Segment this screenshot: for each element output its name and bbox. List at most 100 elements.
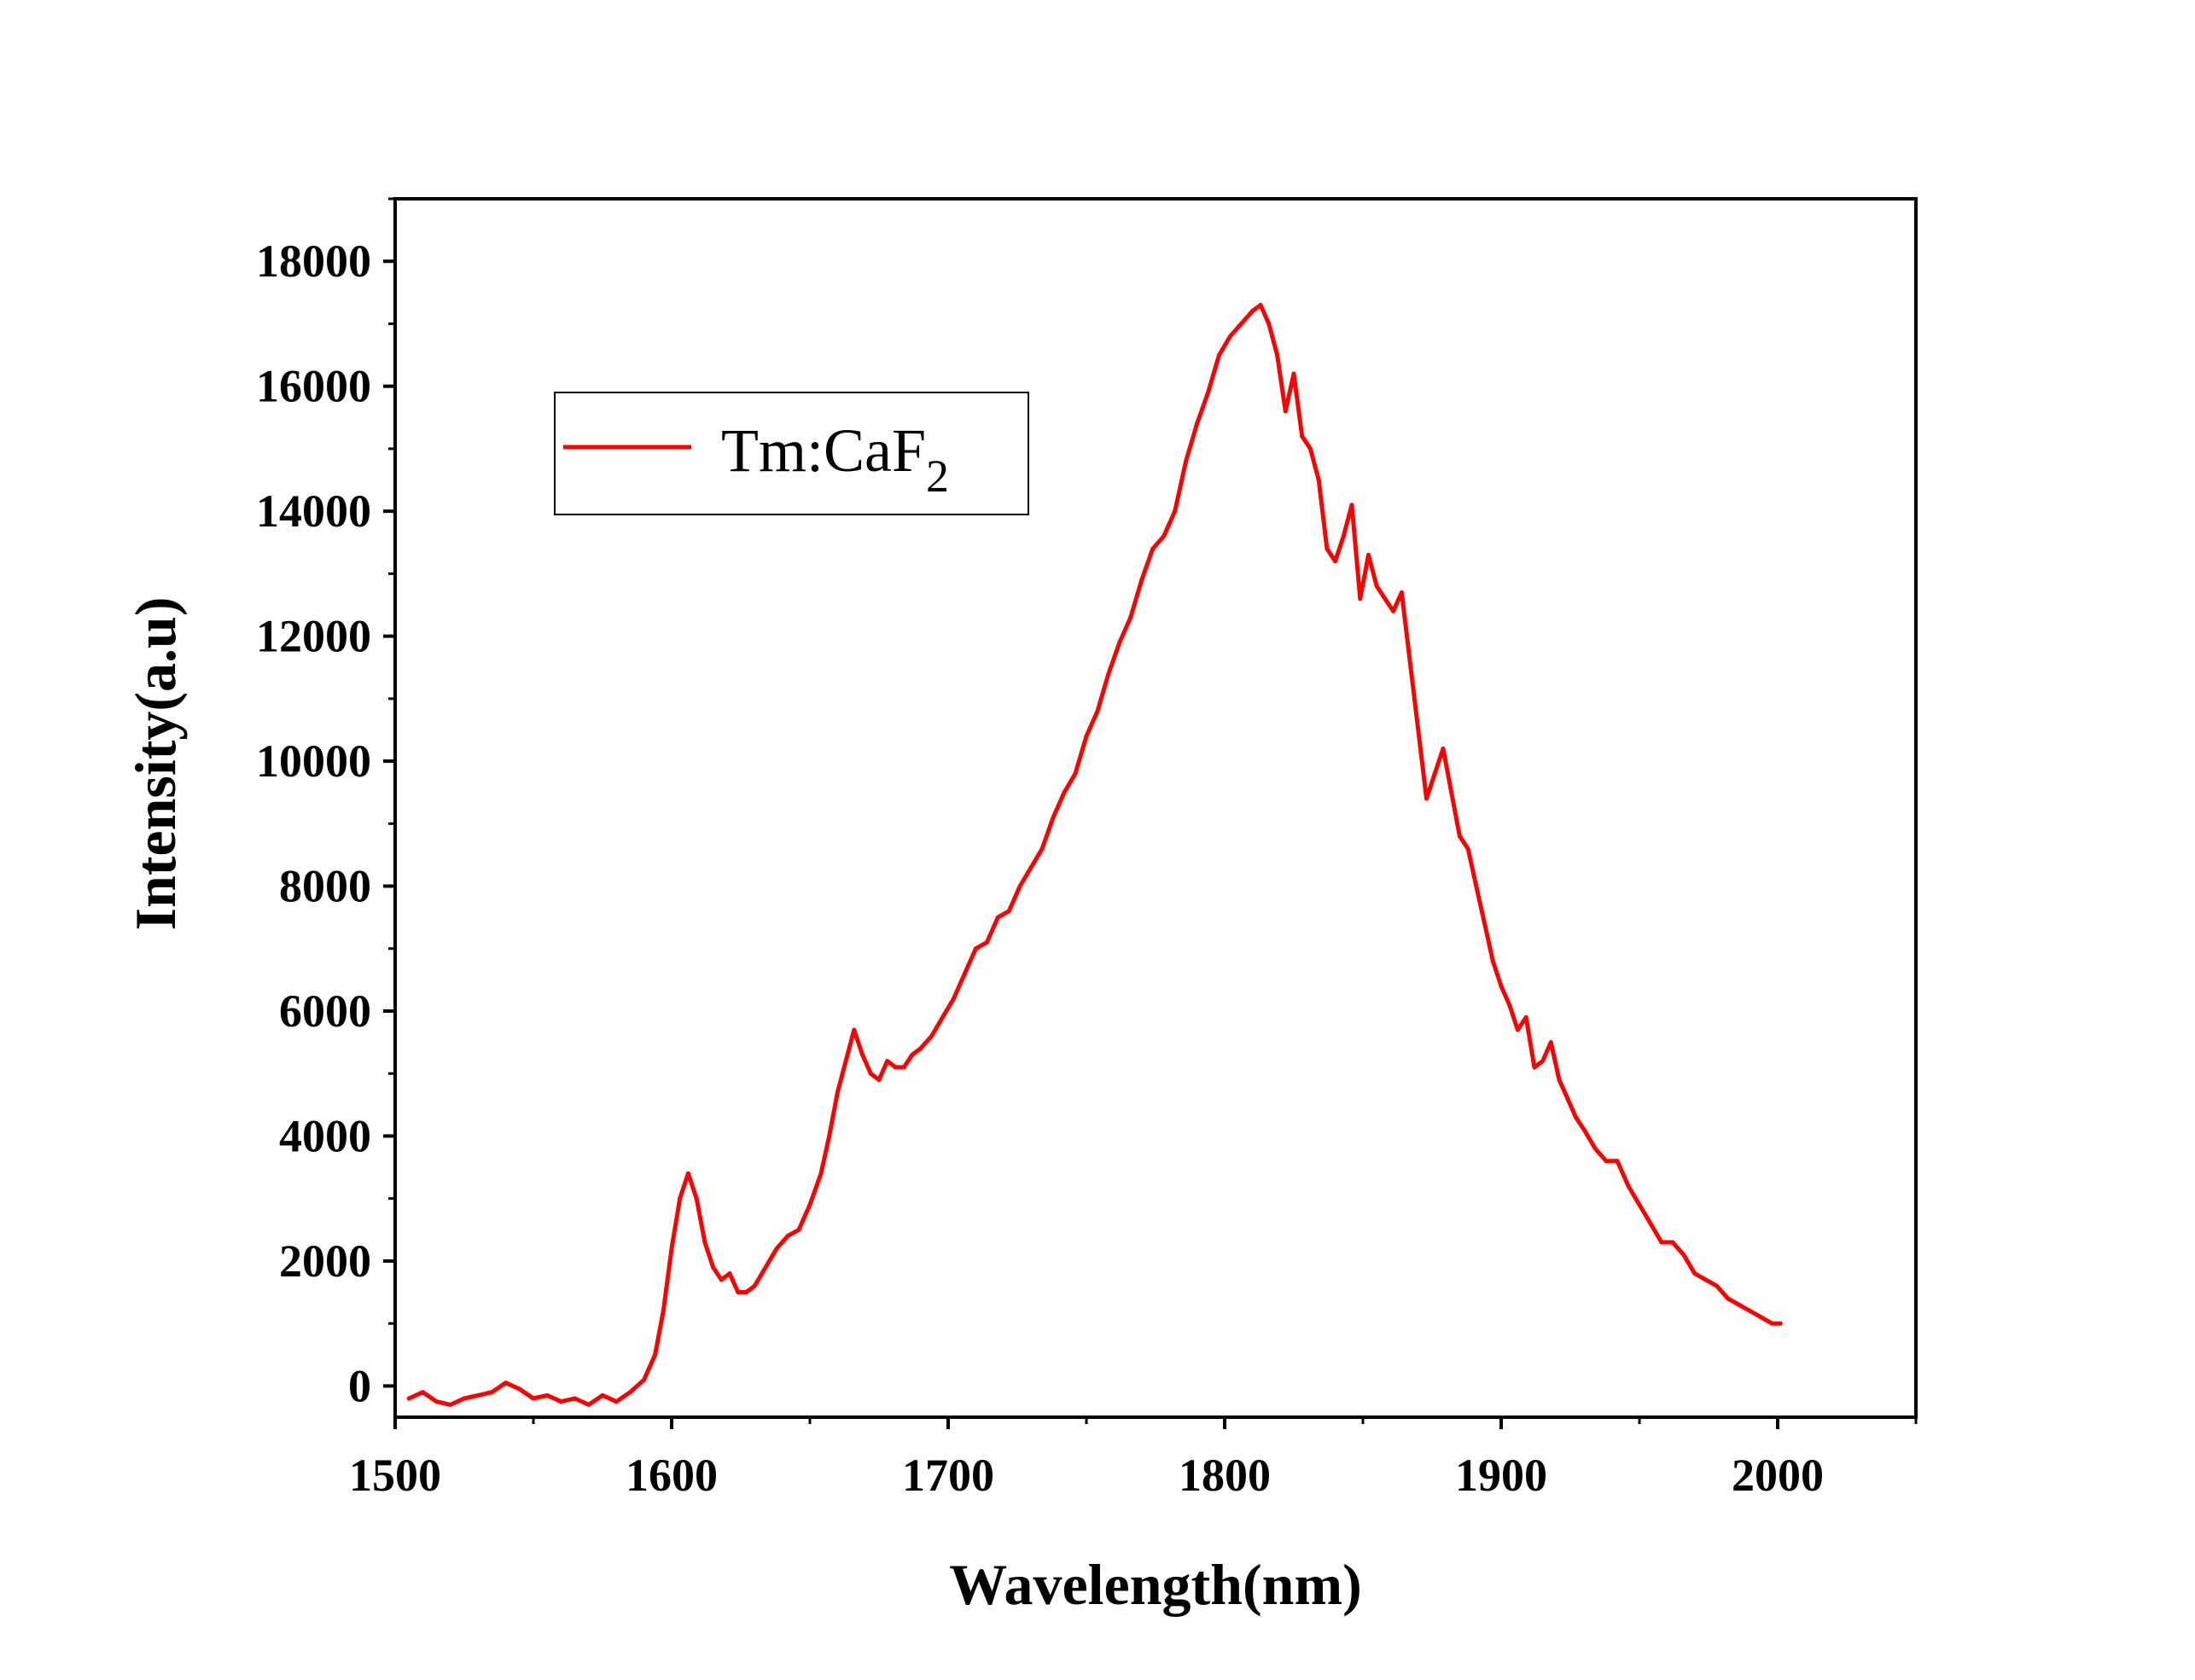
data-point <box>1300 433 1305 439</box>
data-point <box>1441 746 1446 751</box>
data-point <box>1184 459 1189 464</box>
y-tick-label: 0 <box>348 1360 371 1411</box>
data-point <box>1540 1059 1546 1064</box>
data-point <box>1238 321 1243 326</box>
data-point <box>1333 559 1338 564</box>
data-point <box>1715 1283 1720 1288</box>
data-point <box>774 1246 779 1251</box>
data-point <box>918 1046 923 1051</box>
data-point <box>876 1078 882 1083</box>
y-axis-title: Intensity(a.u) <box>123 596 188 930</box>
data-point <box>818 1171 824 1176</box>
data-point <box>1266 321 1272 326</box>
data-point <box>1150 546 1156 551</box>
data-point <box>1275 352 1280 358</box>
data-point <box>1759 1315 1764 1320</box>
data-point <box>1283 409 1288 414</box>
data-points <box>406 302 1783 1407</box>
data-point <box>893 1065 898 1070</box>
data-point <box>1316 478 1321 483</box>
data-point <box>702 1240 707 1245</box>
data-point <box>1039 846 1045 852</box>
data-point <box>1249 309 1255 314</box>
data-point <box>1737 1302 1742 1307</box>
data-point <box>1515 1027 1520 1032</box>
data-point <box>685 1171 690 1176</box>
legend-box <box>554 392 1029 515</box>
data-point <box>1581 1127 1587 1132</box>
data-point <box>504 1381 509 1386</box>
x-tick-label: 2000 <box>1732 1450 1824 1501</box>
data-point <box>1291 371 1296 376</box>
y-tick-label: 10000 <box>256 735 371 787</box>
data-point <box>544 1392 550 1398</box>
data-point <box>711 1264 716 1270</box>
data-point <box>489 1390 494 1395</box>
data-point <box>1449 790 1454 795</box>
data-point <box>962 971 967 976</box>
data-point <box>653 1352 658 1357</box>
plot-frame <box>393 197 1918 1419</box>
data-point <box>719 1277 724 1282</box>
data-point <box>1670 1240 1675 1245</box>
data-point <box>1407 659 1412 664</box>
x-tick-label: 1900 <box>1455 1450 1547 1501</box>
data-point <box>1195 421 1200 427</box>
data-point <box>1692 1271 1697 1276</box>
x-tick-label: 1800 <box>1179 1450 1271 1501</box>
data-point <box>1365 552 1371 557</box>
y-tick-label: 12000 <box>256 611 371 662</box>
data-point <box>973 946 978 951</box>
data-point <box>1258 302 1263 307</box>
data-point <box>901 1065 906 1070</box>
y-tick-label: 6000 <box>279 985 371 1037</box>
data-point <box>406 1396 411 1401</box>
data-point <box>1703 1277 1709 1282</box>
data-point <box>1162 533 1167 538</box>
data-point <box>1006 909 1011 914</box>
data-point <box>1457 834 1462 839</box>
data-point <box>868 1071 873 1076</box>
data-point <box>1173 509 1178 514</box>
data-point <box>661 1309 666 1314</box>
data-point <box>835 1090 840 1095</box>
data-point <box>1084 734 1089 739</box>
data-point <box>984 939 989 945</box>
data-point <box>1139 578 1144 583</box>
data-point <box>1062 790 1067 795</box>
x-axis: 1500 1600 1700 1800 1900 2000 <box>349 1417 1918 1501</box>
data-point <box>642 1377 647 1382</box>
data-point <box>1341 533 1346 538</box>
data-point <box>763 1264 768 1270</box>
y-tick-label: 14000 <box>256 485 371 537</box>
data-point <box>1532 1065 1537 1070</box>
data-point <box>531 1396 536 1401</box>
legend-series-name: Tm:CaF <box>721 416 926 485</box>
data-point <box>807 1202 812 1207</box>
data-point <box>1217 352 1222 358</box>
data-point <box>1128 615 1133 620</box>
y-axis: 0 2000 4000 6000 8000 10000 12000 14000 16000 180… <box>256 197 395 1411</box>
data-point <box>852 1027 857 1032</box>
data-point <box>1383 596 1388 602</box>
data-point <box>1573 1114 1578 1119</box>
data-point <box>1432 771 1437 776</box>
data-point <box>1648 1221 1653 1226</box>
data-point <box>1465 846 1470 852</box>
data-point <box>1051 815 1056 820</box>
data-point <box>885 1059 890 1064</box>
data-point <box>694 1196 699 1201</box>
data-point <box>1358 596 1363 602</box>
data-point <box>600 1392 605 1398</box>
x-tick-label: 1600 <box>626 1450 718 1501</box>
data-point <box>517 1386 522 1392</box>
data-point <box>796 1227 801 1232</box>
data-point <box>752 1283 757 1288</box>
y-tick-label: 16000 <box>256 361 371 412</box>
data-point <box>995 915 1000 920</box>
data-point <box>669 1246 674 1251</box>
y-tick-label: 2000 <box>279 1235 371 1287</box>
data-point <box>1349 503 1354 508</box>
data-point <box>1770 1321 1775 1326</box>
